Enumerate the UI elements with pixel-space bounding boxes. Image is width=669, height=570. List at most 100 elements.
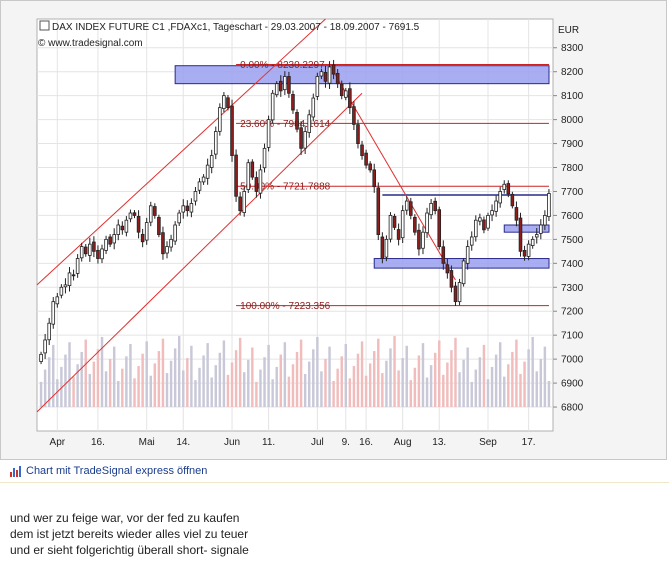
volume-bar bbox=[421, 343, 425, 408]
candle bbox=[482, 219, 486, 231]
volume-bar bbox=[316, 336, 319, 408]
volume-bar bbox=[125, 356, 128, 408]
open-chart-link[interactable]: Chart mit TradeSignal express öffnen bbox=[10, 464, 207, 478]
candle bbox=[226, 97, 230, 109]
volume-bar bbox=[271, 379, 274, 408]
candle bbox=[197, 181, 202, 191]
volume-bar bbox=[206, 343, 209, 408]
volume-bar bbox=[433, 352, 437, 408]
chart-frame: 0.00% - 8230.2297 23.60% - 7984.1614 50.00… bbox=[0, 0, 667, 460]
volume-bar bbox=[405, 345, 408, 408]
candle bbox=[246, 162, 251, 190]
candle bbox=[323, 72, 328, 82]
volume-bar bbox=[466, 347, 469, 408]
candle bbox=[311, 97, 316, 118]
candle bbox=[136, 215, 141, 233]
candle bbox=[530, 238, 535, 246]
candle bbox=[539, 224, 543, 234]
volume-bar bbox=[255, 381, 258, 408]
candle bbox=[116, 224, 121, 235]
candle bbox=[173, 224, 177, 242]
volume-bar bbox=[80, 351, 83, 408]
volume-bar bbox=[523, 361, 526, 408]
volume-bar bbox=[60, 366, 63, 408]
candle bbox=[449, 270, 454, 288]
candle bbox=[291, 94, 295, 111]
y-tick-label: 7400 bbox=[561, 259, 584, 270]
volume-bar bbox=[247, 359, 250, 408]
candle bbox=[55, 296, 60, 305]
candle bbox=[83, 246, 88, 255]
volume-bar bbox=[165, 373, 169, 408]
candle bbox=[526, 243, 531, 257]
candle bbox=[433, 200, 437, 212]
chart-title: DAX INDEX FUTURE C1 ,FDAXc1, Tageschart … bbox=[52, 22, 420, 33]
candle bbox=[283, 76, 287, 91]
candle bbox=[421, 231, 425, 249]
candle bbox=[437, 209, 442, 247]
candle bbox=[502, 183, 507, 190]
volume-bar bbox=[39, 381, 43, 408]
volume-bar bbox=[320, 371, 323, 408]
candle bbox=[234, 154, 238, 197]
y-tick-label: 7300 bbox=[561, 283, 584, 294]
candle bbox=[344, 90, 348, 98]
volume-bar bbox=[308, 361, 311, 408]
volume-bar bbox=[438, 340, 441, 408]
volume-bar bbox=[52, 344, 55, 408]
volume-bar bbox=[442, 374, 445, 408]
volume-bar bbox=[417, 355, 421, 408]
volume-bar bbox=[340, 356, 343, 408]
candle bbox=[144, 222, 149, 241]
y-tick-label: 8200 bbox=[561, 67, 584, 78]
candle bbox=[39, 353, 43, 362]
volume-bar bbox=[519, 373, 522, 408]
candle bbox=[522, 249, 527, 257]
volume-bar bbox=[503, 376, 506, 408]
candle bbox=[360, 144, 364, 156]
candle bbox=[469, 236, 474, 246]
volume-bar bbox=[259, 369, 262, 408]
y-tick-label: 7200 bbox=[561, 307, 584, 318]
volume-bar bbox=[108, 358, 112, 408]
volume-bar bbox=[84, 339, 87, 408]
volume-bar bbox=[56, 379, 59, 408]
candle bbox=[270, 92, 275, 121]
price-chart: 0.00% - 8230.2297 23.60% - 7984.1614 50.00… bbox=[36, 18, 584, 448]
candle bbox=[356, 124, 360, 144]
open-chart-link-label[interactable]: Chart mit TradeSignal express öffnen bbox=[26, 465, 208, 477]
message-line: dem ist jetzt bereits wieder alles viel … bbox=[10, 527, 249, 541]
candle bbox=[315, 76, 320, 97]
volume-bar bbox=[458, 372, 461, 408]
candle bbox=[384, 238, 389, 258]
volume-bar bbox=[279, 354, 282, 408]
candle bbox=[67, 272, 72, 287]
volume-bar bbox=[389, 348, 392, 408]
volume-bar bbox=[194, 380, 197, 408]
candle bbox=[494, 200, 498, 212]
volume-bar bbox=[368, 363, 372, 408]
candle bbox=[404, 200, 409, 211]
candle bbox=[169, 238, 173, 248]
candle bbox=[222, 95, 226, 109]
volume-bar bbox=[43, 369, 47, 408]
candle bbox=[242, 191, 246, 213]
candle bbox=[165, 246, 169, 254]
chart-icon bbox=[39, 20, 50, 31]
candle bbox=[177, 212, 181, 224]
post-message: und wer zu feige war, vor der fed zu kau… bbox=[10, 510, 249, 558]
volume-bar bbox=[381, 373, 384, 408]
candle bbox=[429, 203, 433, 216]
x-tick-label: 14. bbox=[176, 437, 190, 448]
volume-bar bbox=[210, 377, 213, 408]
candle bbox=[303, 131, 307, 149]
candle bbox=[108, 236, 112, 245]
candle bbox=[79, 246, 84, 259]
x-tick-label: Sep bbox=[479, 437, 497, 448]
volume-bar bbox=[429, 365, 433, 408]
candle bbox=[413, 216, 417, 233]
volume-bar bbox=[291, 364, 295, 408]
x-tick-label: Apr bbox=[50, 437, 66, 448]
volume-bar bbox=[222, 340, 226, 408]
candle bbox=[157, 216, 161, 235]
